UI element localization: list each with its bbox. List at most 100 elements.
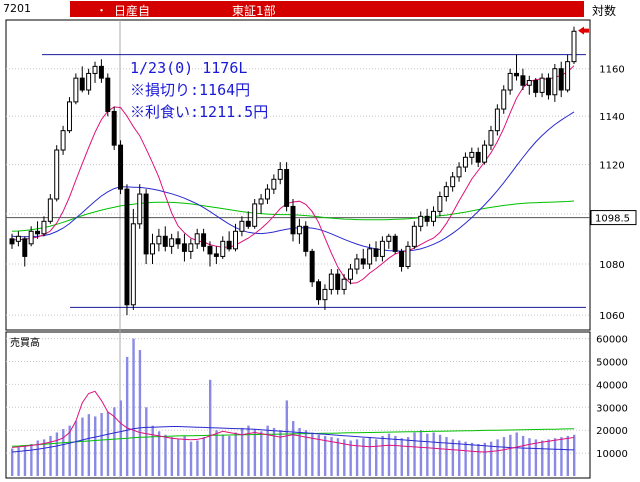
candle-body xyxy=(565,61,571,91)
volume-bar xyxy=(438,434,442,476)
candle-body xyxy=(469,151,475,158)
candle-body xyxy=(456,166,462,178)
candle xyxy=(494,104,500,136)
candle-body xyxy=(443,186,449,198)
volume-bar xyxy=(336,438,340,476)
price-tag-box xyxy=(590,210,637,226)
candle-body xyxy=(284,168,290,207)
candle xyxy=(354,253,360,275)
candle xyxy=(207,241,213,267)
candle xyxy=(105,73,111,117)
candle-body xyxy=(92,65,98,74)
candle xyxy=(399,248,405,272)
candle-body xyxy=(386,235,392,242)
candle-body xyxy=(316,281,322,301)
candle xyxy=(386,233,392,249)
candle xyxy=(258,194,264,214)
volume-tick-label: 30000 xyxy=(596,403,628,414)
volume-bar xyxy=(55,432,59,476)
candle-body xyxy=(188,243,194,252)
candle-body xyxy=(194,233,200,245)
volume-bar xyxy=(566,435,570,476)
candle xyxy=(456,162,462,182)
candle xyxy=(322,284,328,310)
volume-bar xyxy=(23,445,27,476)
candle xyxy=(328,269,334,295)
candle-body xyxy=(22,238,28,257)
candle-body xyxy=(143,193,149,255)
candle-body xyxy=(341,278,347,290)
candle-body xyxy=(520,75,526,86)
candle xyxy=(347,263,353,285)
volume-bar xyxy=(464,441,467,476)
volume-bar xyxy=(164,434,167,476)
volume-ma-mid-line xyxy=(11,426,575,453)
candle xyxy=(520,68,526,91)
candle xyxy=(239,216,245,237)
scale-mode-toggle[interactable]: 対数 xyxy=(592,4,617,18)
candle-body xyxy=(150,243,155,255)
candle xyxy=(98,59,104,83)
volume-bar xyxy=(228,435,231,476)
volume-bar xyxy=(62,429,65,476)
candle xyxy=(66,97,72,134)
candle-body xyxy=(28,230,34,245)
volume-bar xyxy=(279,430,282,476)
volume-bar xyxy=(368,437,372,476)
volume-bar xyxy=(349,440,352,476)
volume-bar xyxy=(483,442,486,476)
volume-bar xyxy=(36,440,39,476)
volume-bar xyxy=(132,338,135,476)
volume-bar xyxy=(387,433,391,476)
candle-body xyxy=(233,230,239,250)
volume-bar xyxy=(362,438,365,476)
volume-bar xyxy=(406,437,410,476)
volume-bar xyxy=(272,427,276,476)
volume-bar xyxy=(240,427,244,476)
candle-body xyxy=(201,233,207,247)
candle xyxy=(411,221,417,249)
candle-body xyxy=(405,245,411,268)
candle-body xyxy=(494,108,500,132)
volume-bar xyxy=(68,425,71,476)
candle xyxy=(462,152,468,172)
annotation-entry: 1/23(0) 1176L xyxy=(130,59,248,77)
candle-body xyxy=(411,225,417,247)
candle xyxy=(526,75,532,95)
volume-bar xyxy=(234,432,237,476)
candle-body xyxy=(271,178,277,190)
volume-bar xyxy=(458,440,461,476)
candle-body xyxy=(507,72,513,91)
candle-body xyxy=(105,77,111,112)
candle xyxy=(137,184,143,229)
candle-body xyxy=(558,68,564,91)
signal-arrow-icon xyxy=(578,26,589,35)
volume-bar xyxy=(381,435,384,476)
volume-bar xyxy=(87,414,91,476)
candle xyxy=(22,236,28,267)
candle xyxy=(162,226,168,252)
volume-moving-averages xyxy=(11,390,575,453)
candle-body xyxy=(264,188,270,200)
volume-panel-frame xyxy=(5,331,591,479)
candle xyxy=(245,211,251,229)
candle-body xyxy=(545,77,551,96)
candle-body xyxy=(418,215,424,227)
candle-body xyxy=(482,144,488,163)
candle-body xyxy=(431,210,436,222)
volume-grid xyxy=(6,338,590,454)
volume-bar xyxy=(400,438,403,476)
volume-bar xyxy=(560,437,563,476)
volume-bar xyxy=(247,425,250,476)
candle xyxy=(418,211,424,232)
volume-bar xyxy=(330,437,333,476)
candle-body xyxy=(245,220,251,227)
price-tick-label: 1160 xyxy=(599,65,624,76)
candle xyxy=(360,248,366,270)
candle-body xyxy=(526,80,532,86)
volume-bar xyxy=(11,448,14,476)
candle-body xyxy=(424,215,430,222)
volume-bar xyxy=(215,430,218,476)
volume-ma-long-line xyxy=(11,428,575,447)
